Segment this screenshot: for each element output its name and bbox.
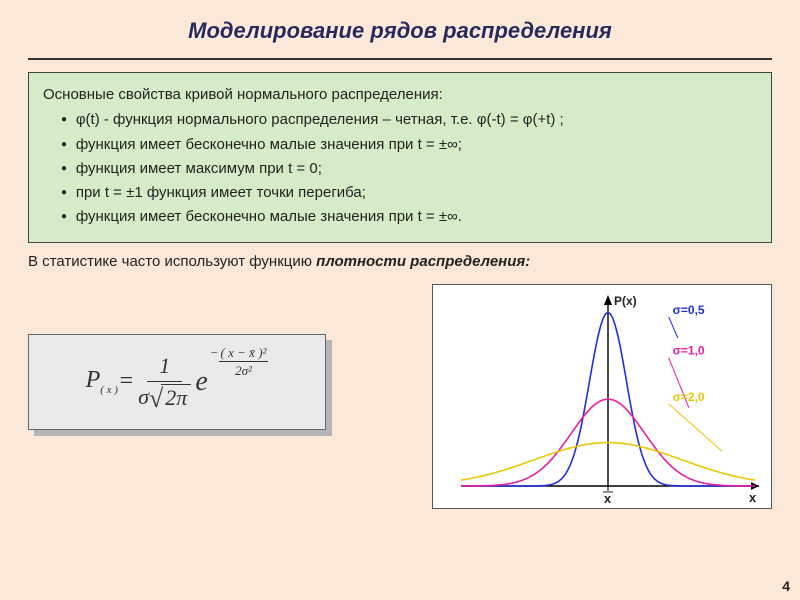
page-title: Моделирование рядов распределения	[0, 0, 800, 58]
page-number: 4	[782, 578, 790, 594]
formula-exp-num: ( x − x̄ )²	[219, 345, 269, 362]
density-intro: В статистике часто используют функцию пл…	[28, 253, 772, 270]
svg-text:P(x): P(x)	[614, 294, 637, 308]
formula-p: P	[86, 367, 101, 393]
formula-fraction: 1 σ √2π	[138, 353, 191, 411]
properties-box: Основные свойства кривой нормального рас…	[28, 72, 772, 243]
svg-text:σ=2,0: σ=2,0	[673, 389, 705, 403]
properties-heading: Основные свойства кривой нормального рас…	[43, 83, 757, 106]
density-intro-em: плотности распределения:	[316, 253, 530, 270]
formula-num: 1	[147, 353, 182, 382]
density-formula: P( x ) = 1 σ √2π e −( x − x̄ )²2σ²	[86, 353, 269, 411]
formula-exp-den: 2σ²	[235, 362, 252, 379]
lower-region: P( x ) = 1 σ √2π e −( x − x̄ )²2σ² σ=0,5…	[28, 284, 772, 534]
list-item: φ(t) - функция нормального распределения…	[61, 108, 757, 131]
title-underline	[28, 58, 772, 60]
formula-root: 2π	[161, 384, 191, 411]
svg-text:σ=0,5: σ=0,5	[673, 302, 705, 316]
formula-e: e	[195, 366, 207, 398]
list-item: функция имеет максимум при t = 0;	[61, 157, 757, 180]
properties-list: φ(t) - функция нормального распределения…	[43, 108, 757, 228]
svg-text:x: x	[604, 491, 612, 506]
chart-svg: σ=0,5 σ=1,0 σ=2,0 P(x) x x	[433, 285, 771, 508]
list-item: функция имеет бесконечно малые значения …	[61, 133, 757, 156]
formula-exponent: −( x − x̄ )²2σ²	[210, 345, 269, 379]
list-item: при t = ±1 функция имеет точки перегиба;	[61, 181, 757, 204]
density-chart: σ=0,5 σ=1,0 σ=2,0 P(x) x x	[432, 284, 772, 509]
list-item: функция имеет бесконечно малые значения …	[61, 205, 757, 228]
formula-eq: =	[118, 368, 134, 395]
formula-sigma: σ	[138, 384, 149, 410]
density-intro-prefix: В статистике часто используют функцию	[28, 253, 316, 270]
formula-sqrt: √2π	[149, 384, 191, 411]
formula-sub: ( x )	[100, 384, 118, 396]
svg-text:x: x	[749, 490, 757, 505]
svg-text:σ=1,0: σ=1,0	[673, 343, 705, 357]
formula-box: P( x ) = 1 σ √2π e −( x − x̄ )²2σ²	[28, 334, 326, 430]
